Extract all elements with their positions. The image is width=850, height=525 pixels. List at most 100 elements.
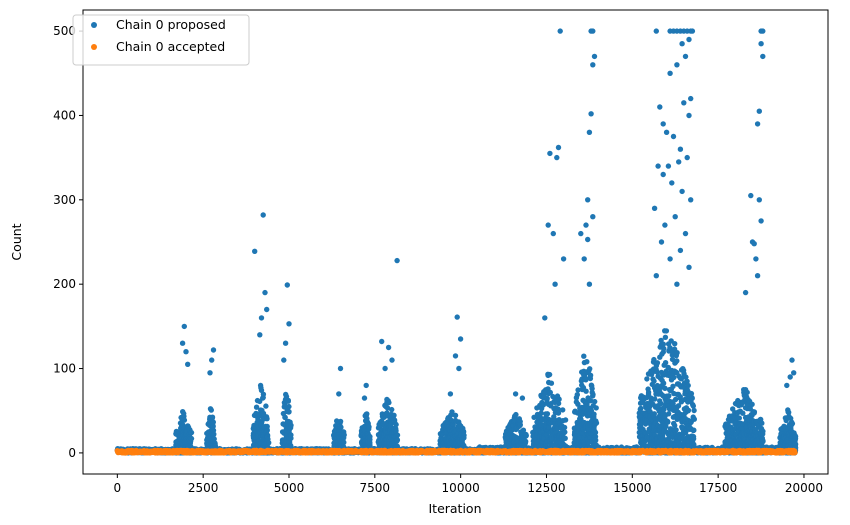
proposed-point <box>592 429 599 436</box>
proposed-point <box>654 369 660 375</box>
proposed-point <box>584 359 590 365</box>
proposed-point <box>592 398 598 405</box>
proposed-point <box>685 407 692 413</box>
proposed-point <box>253 404 260 410</box>
proposed-point <box>260 391 267 397</box>
proposed-point <box>690 433 697 440</box>
proposed-point <box>660 380 667 386</box>
proposed-point <box>560 407 566 413</box>
proposed-point <box>460 428 467 434</box>
proposed-point <box>286 409 292 415</box>
proposed-point <box>520 427 527 433</box>
proposed-point <box>685 382 691 389</box>
proposed-point <box>538 410 544 416</box>
proposed-point <box>589 385 595 392</box>
proposed-point <box>651 378 657 384</box>
proposed-point <box>264 427 270 434</box>
proposed-point <box>546 424 552 430</box>
proposed-point <box>546 371 553 378</box>
proposed-point <box>258 387 265 393</box>
proposed-point <box>652 396 658 402</box>
proposed-point <box>208 407 214 413</box>
proposed-point <box>574 392 580 398</box>
proposed-point <box>663 423 669 430</box>
proposed-point <box>393 428 399 434</box>
proposed-point <box>211 431 217 437</box>
proposed-point <box>544 395 550 402</box>
proposed-point <box>677 394 683 400</box>
proposed-point <box>583 388 589 394</box>
proposed-point <box>555 410 562 416</box>
proposed-point <box>642 421 649 427</box>
proposed-point <box>181 417 188 423</box>
proposed-point <box>367 433 373 440</box>
proposed-point <box>282 414 288 421</box>
proposed-point <box>555 400 562 407</box>
proposed-point <box>561 424 568 431</box>
proposed-point <box>667 345 673 351</box>
proposed-point <box>658 400 664 407</box>
proposed-point <box>575 401 581 407</box>
proposed-point <box>661 346 667 352</box>
proposed-point <box>264 416 270 422</box>
proposed-point <box>337 418 344 425</box>
proposed-point <box>683 374 689 380</box>
proposed-point <box>341 432 347 438</box>
proposed-point <box>587 398 594 404</box>
proposed-point <box>555 406 561 412</box>
proposed-point <box>660 341 666 347</box>
proposed-point <box>662 334 669 340</box>
proposed-point <box>562 435 568 441</box>
proposed-point <box>662 385 668 391</box>
proposed-point <box>341 439 347 446</box>
proposed-point <box>449 409 455 415</box>
proposed-point <box>673 427 679 433</box>
proposed-point <box>651 356 657 363</box>
proposed-point <box>391 412 397 418</box>
proposed-point <box>590 391 596 398</box>
proposed-point <box>670 383 676 389</box>
proposed-point <box>547 389 553 396</box>
proposed-point <box>593 437 599 443</box>
proposed-point <box>394 437 400 444</box>
proposed-point <box>587 366 593 372</box>
proposed-point <box>266 440 272 446</box>
proposed-point <box>645 391 652 397</box>
proposed-point <box>384 405 391 411</box>
proposed-point <box>672 341 678 347</box>
proposed-point <box>388 420 394 427</box>
proposed-point <box>389 406 395 413</box>
proposed-point <box>544 411 551 417</box>
proposed-point <box>386 399 392 406</box>
proposed-point <box>209 414 216 420</box>
proposed-point <box>461 435 467 441</box>
proposed-point <box>684 378 690 384</box>
proposed-point <box>523 431 529 438</box>
proposed-point <box>587 372 594 378</box>
proposed-point <box>591 411 597 417</box>
proposed-point <box>665 419 671 425</box>
proposed-point <box>691 407 697 414</box>
proposed-point <box>288 432 294 438</box>
proposed-point <box>188 429 195 436</box>
proposed-point <box>210 419 216 425</box>
proposed-point <box>663 328 670 334</box>
proposed-point <box>523 438 529 445</box>
proposed-point <box>688 390 695 397</box>
proposed-point <box>517 422 523 428</box>
proposed-point <box>210 423 216 429</box>
proposed-point <box>644 376 650 382</box>
proposed-point <box>188 435 195 442</box>
proposed-point <box>674 358 680 364</box>
proposed-point <box>562 429 568 435</box>
proposed-point <box>674 350 680 356</box>
proposed-point <box>263 403 269 409</box>
proposed-point <box>690 403 696 409</box>
proposed-point <box>286 403 292 410</box>
proposed-point <box>666 393 672 399</box>
proposed-point <box>211 436 217 442</box>
proposed-point <box>548 380 555 386</box>
proposed-point <box>394 432 401 438</box>
